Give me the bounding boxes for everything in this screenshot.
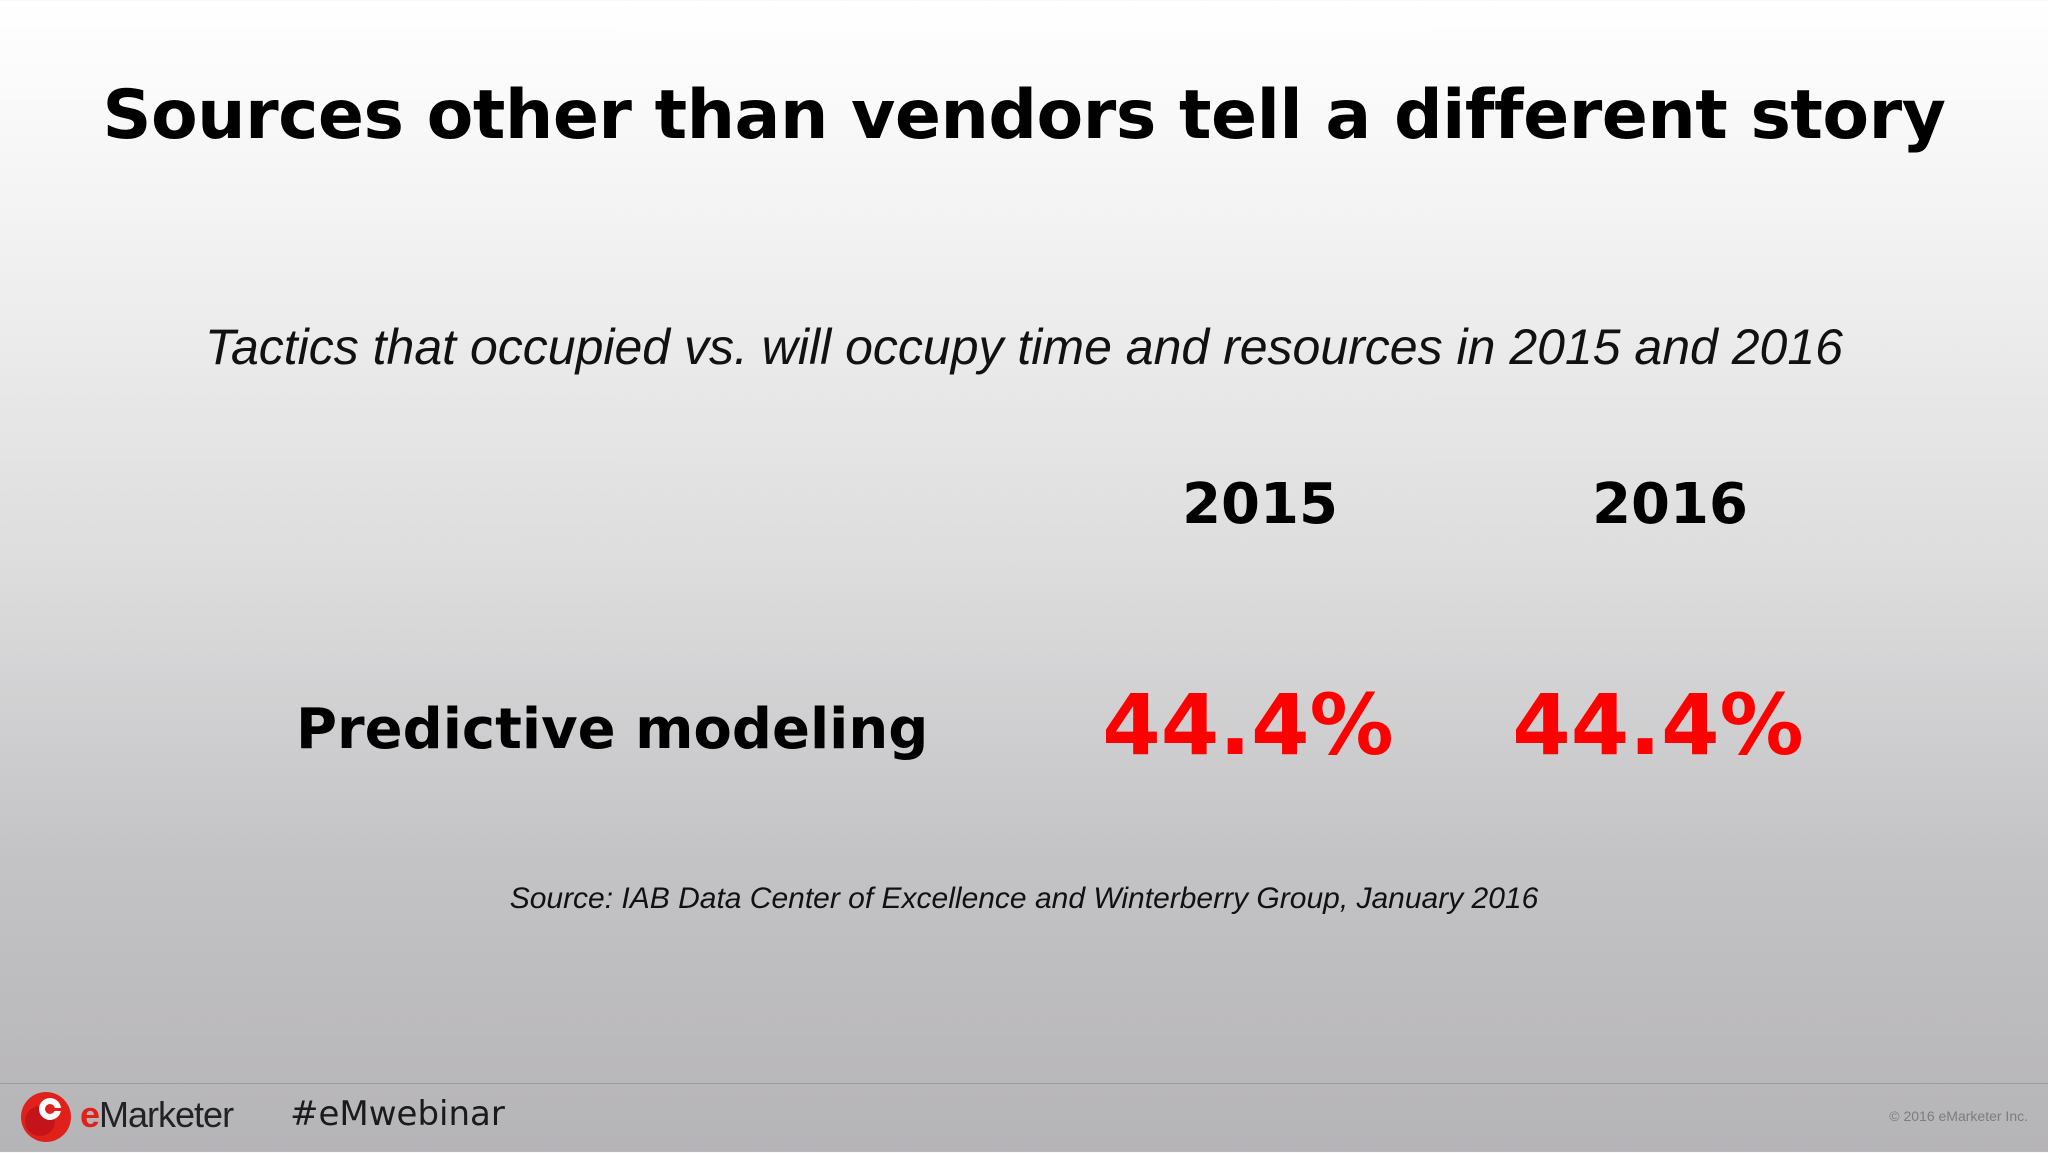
slide-title: Sources other than vendors tell a differ… — [102, 76, 1946, 155]
column-header-2016: 2016 — [1592, 472, 1748, 537]
emarketer-logo-icon — [21, 1092, 71, 1142]
value-2016: 44.4% — [1512, 676, 1804, 774]
logo-rest: Marketer — [99, 1094, 234, 1135]
value-2015: 44.4% — [1102, 676, 1394, 774]
logo-prefix: e — [80, 1094, 100, 1135]
source-note: Source: IAB Data Center of Excellence an… — [509, 882, 1539, 915]
slide-subtitle: Tactics that occupied vs. will occupy ti… — [205, 319, 1843, 375]
row-label-predictive-modeling: Predictive modeling — [296, 697, 929, 762]
emarketer-logo-text: eMarketer — [80, 1094, 234, 1136]
copyright-notice: © 2016 eMarketer Inc. — [1889, 1108, 2028, 1124]
footer-bar — [0, 1083, 2048, 1153]
column-header-2015: 2015 — [1182, 472, 1338, 537]
hashtag: #eMwebinar — [290, 1094, 505, 1134]
